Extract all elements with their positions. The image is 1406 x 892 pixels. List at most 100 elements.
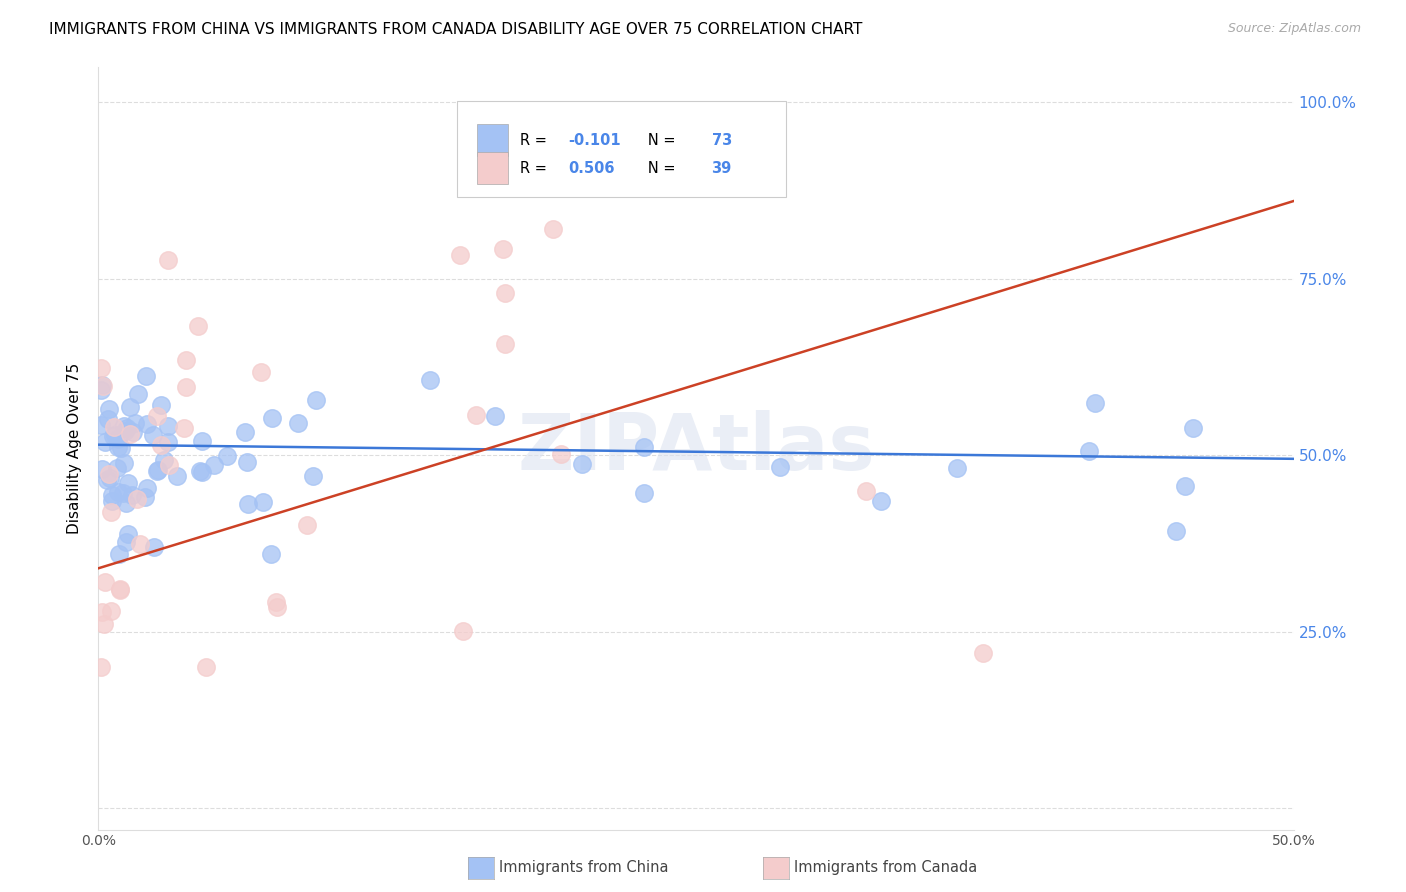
Point [112, 486, 135, 500]
FancyBboxPatch shape [477, 153, 509, 184]
Point [100, 604, 122, 618]
Point [156, 252, 179, 267]
FancyBboxPatch shape [477, 124, 509, 156]
Point [101, 488, 124, 502]
Point [114, 496, 136, 510]
Point [110, 441, 132, 455]
Point [190, 465, 212, 479]
Point [252, 494, 274, 508]
Point [236, 454, 259, 468]
Point [305, 392, 328, 407]
Text: Immigrants from Canada: Immigrants from Canada [794, 860, 977, 874]
Point [142, 428, 165, 442]
Point [176, 380, 198, 394]
Point [104, 428, 127, 442]
Point [1174, 478, 1197, 492]
Point [98, 467, 121, 481]
Point [124, 416, 146, 430]
Y-axis label: Disability Age Over 75: Disability Age Over 75 [67, 363, 83, 533]
Point [613, 166, 636, 180]
Point [451, 624, 474, 638]
Point [150, 438, 173, 452]
Point [173, 421, 195, 435]
Point [121, 487, 143, 501]
Text: ZIPAtlas: ZIPAtlas [517, 410, 875, 486]
Point [236, 497, 259, 511]
Point [129, 536, 152, 550]
Point [235, 425, 257, 440]
Point [93, 617, 115, 632]
Point [1084, 396, 1107, 410]
Point [870, 494, 893, 508]
Point [107, 485, 129, 500]
Point [945, 460, 967, 475]
Text: Source: ZipAtlas.com: Source: ZipAtlas.com [1227, 22, 1361, 36]
Text: 39: 39 [711, 161, 731, 176]
Text: -0.101: -0.101 [568, 133, 620, 147]
Point [157, 419, 180, 434]
Point [135, 481, 157, 495]
Point [90, 417, 112, 432]
Point [134, 490, 156, 504]
Text: R =: R = [520, 133, 551, 147]
Point [972, 646, 994, 660]
Point [101, 429, 124, 443]
Point [1181, 421, 1204, 435]
Text: Immigrants from China: Immigrants from China [499, 860, 669, 874]
Text: 0.506: 0.506 [568, 161, 614, 176]
Text: IMMIGRANTS FROM CHINA VS IMMIGRANTS FROM CANADA DISABILITY AGE OVER 75 CORRELATI: IMMIGRANTS FROM CHINA VS IMMIGRANTS FROM… [49, 22, 863, 37]
Point [494, 336, 516, 351]
Point [117, 475, 139, 490]
Point [93, 575, 115, 590]
Point [174, 353, 197, 368]
Point [117, 526, 139, 541]
Point [93, 434, 115, 449]
Point [142, 540, 165, 554]
Point [217, 449, 239, 463]
Point [633, 440, 655, 454]
Point [98, 471, 121, 485]
Point [110, 582, 132, 597]
Point [260, 547, 283, 561]
Point [166, 469, 188, 483]
Text: R =: R = [520, 161, 551, 176]
Point [117, 421, 139, 435]
Point [191, 434, 214, 448]
Point [202, 458, 225, 473]
Point [1164, 524, 1187, 538]
Point [96, 473, 118, 487]
Point [121, 425, 143, 439]
Point [264, 595, 287, 609]
Point [195, 660, 218, 674]
Point [107, 432, 129, 446]
Point [187, 319, 209, 334]
Point [484, 409, 506, 424]
Point [250, 365, 273, 379]
Point [136, 417, 159, 431]
Point [120, 400, 142, 414]
Point [97, 411, 120, 425]
Point [1078, 444, 1101, 458]
Point [301, 469, 323, 483]
Point [145, 464, 167, 478]
Point [150, 399, 173, 413]
Point [105, 460, 128, 475]
Point [97, 402, 120, 417]
Point [494, 285, 516, 300]
Point [297, 517, 319, 532]
Point [108, 547, 131, 561]
Point [90, 660, 112, 674]
Point [115, 535, 138, 549]
Point [108, 582, 131, 597]
Point [855, 483, 877, 498]
Point [90, 462, 112, 476]
Point [146, 409, 169, 424]
Point [127, 387, 149, 401]
Point [550, 447, 572, 461]
Point [120, 427, 142, 442]
Point [90, 383, 112, 397]
Point [90, 377, 112, 392]
Point [419, 373, 441, 387]
Point [125, 491, 148, 506]
Point [266, 600, 288, 615]
